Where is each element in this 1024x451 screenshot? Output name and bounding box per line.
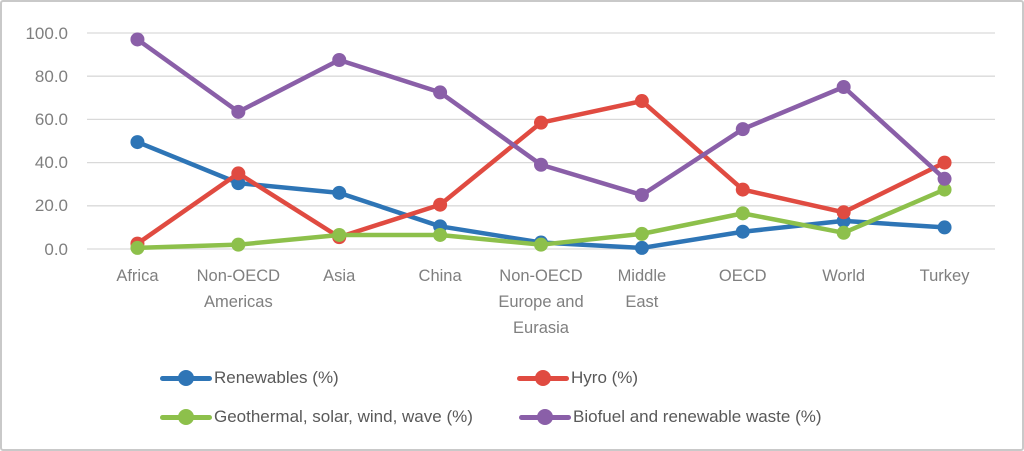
legend-line-marker-icon [160,367,212,389]
x-axis-category-label: OECD [718,267,767,285]
data-point[interactable] [433,227,448,242]
x-axis-category-label: Non-OECD Americas [196,267,281,311]
x-axis-category-label: Middle East [617,267,667,311]
data-point[interactable] [634,226,649,241]
data-point[interactable] [735,206,750,221]
data-point[interactable] [937,171,952,186]
data-point[interactable] [937,155,952,170]
legend-item-hyro[interactable]: Hyro (%) [517,367,638,389]
data-point[interactable] [735,224,750,239]
data-point[interactable] [130,135,145,150]
data-point[interactable] [332,53,347,67]
y-axis-tick-label: 60.0 [34,109,68,129]
y-axis-tick-label: 80.0 [34,66,68,86]
y-axis-tick-label: 40.0 [34,153,68,173]
legend-item-renewables[interactable]: Renewables (%) [160,367,339,389]
data-point[interactable] [634,94,649,109]
data-point[interactable] [937,182,952,197]
data-point[interactable] [231,237,246,252]
x-axis-category-label: Non-OECD Europe and Eurasia [498,267,584,337]
data-point[interactable] [534,115,548,130]
x-axis-category-label: China [418,267,462,285]
data-point[interactable] [231,176,246,191]
data-point[interactable] [231,104,246,119]
legend-line-marker-icon [160,406,212,428]
data-point[interactable] [735,182,750,197]
data-point[interactable] [836,80,851,94]
x-axis-category-label: World [822,267,866,285]
x-axis-category-label: Africa [116,267,159,285]
y-axis-tick-label: 20.0 [34,196,68,216]
y-axis-tick-label: 100.0 [25,23,68,43]
y-axis-tick-label: 0.0 [44,239,68,259]
data-point[interactable] [433,85,448,100]
data-point[interactable] [735,122,750,137]
data-point[interactable] [836,205,851,220]
data-point[interactable] [130,240,145,255]
data-point[interactable] [836,225,851,240]
data-point[interactable] [332,227,347,242]
data-point[interactable] [231,166,246,181]
data-point[interactable] [534,237,548,252]
x-axis-category-label: Turkey [919,267,970,285]
legend-label: Biofuel and renewable waste (%) [573,407,822,426]
legend-line-marker-icon [517,367,569,389]
data-point[interactable] [130,32,145,47]
legend-label: Hyro (%) [571,368,639,387]
legend-label: Geothermal, solar, wind, wave (%) [214,407,473,426]
data-point[interactable] [634,240,649,255]
data-point[interactable] [634,188,649,202]
x-axis-category-label: Asia [323,267,356,285]
legend-item-geothermal-solar-wind-wave[interactable]: Geothermal, solar, wind, wave (%) [160,406,473,428]
data-point[interactable] [534,157,548,172]
data-point[interactable] [937,220,952,235]
data-point[interactable] [433,197,448,212]
legend-line-marker-icon [519,406,571,428]
data-point[interactable] [332,185,347,200]
legend-item-biofuel-renewable-waste[interactable]: Biofuel and renewable waste (%) [519,406,822,428]
legend-label: Renewables (%) [214,368,339,387]
